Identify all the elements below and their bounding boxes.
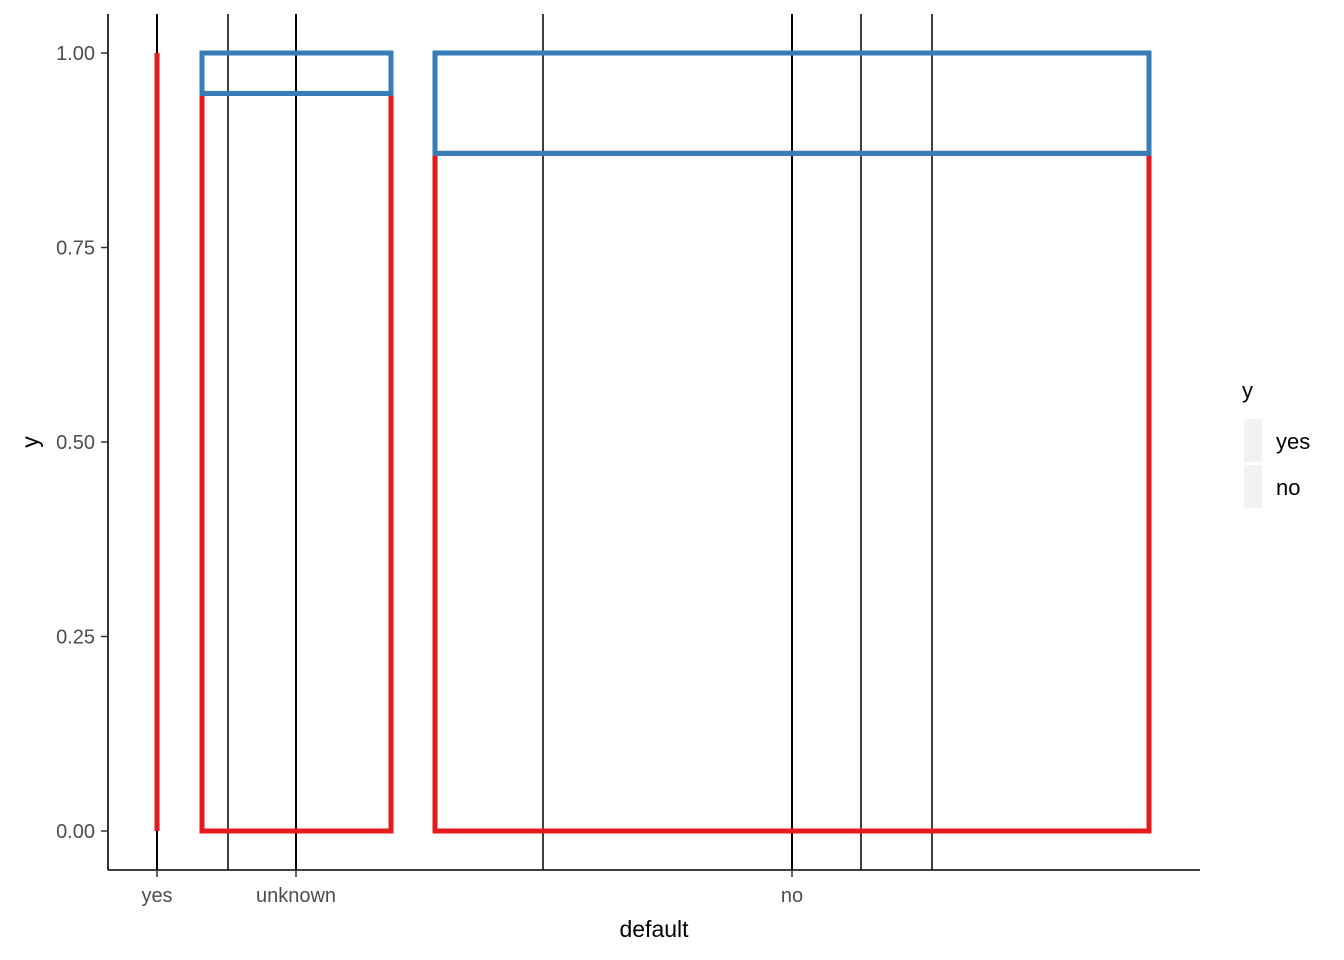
legend-label-no: no xyxy=(1276,475,1300,500)
tile-yes-unknown xyxy=(199,50,394,96)
y-ticks: 0.00 0.25 0.50 0.75 1.00 xyxy=(56,43,108,843)
y-tick-label-1: 0.25 xyxy=(56,627,95,649)
mosaic-tiles xyxy=(154,50,1152,834)
y-tick-label-4: 1.00 xyxy=(56,43,95,65)
x-tick-label-no: no xyxy=(781,885,803,907)
legend-label-yes: yes xyxy=(1276,429,1310,454)
x-axis-title: default xyxy=(619,916,689,942)
axes xyxy=(107,14,1200,871)
x-tick-label-unknown: unknown xyxy=(256,885,336,907)
legend-title: y xyxy=(1242,378,1253,403)
legend-key-no xyxy=(1244,465,1262,508)
vertical-reference-lines xyxy=(156,14,933,870)
legend: y yes no xyxy=(1242,378,1310,508)
y-axis-title: y xyxy=(17,436,43,448)
tile-yes-no xyxy=(432,50,1152,156)
x-tick-label-yes: yes xyxy=(141,885,172,907)
legend-key-yes xyxy=(1244,419,1262,462)
y-tick-label-0: 0.00 xyxy=(56,821,95,843)
x-ticks: yes unknown no xyxy=(141,870,803,907)
y-tick-label-2: 0.50 xyxy=(56,432,95,454)
y-tick-label-3: 0.75 xyxy=(56,238,95,260)
